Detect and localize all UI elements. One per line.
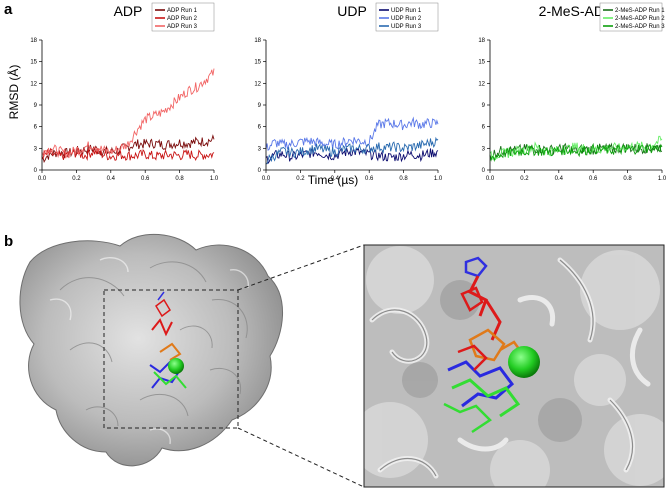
series-line (41, 68, 215, 159)
legend-entry: ADP Run 1 (167, 8, 198, 14)
x-tick-label: 0.4 (555, 176, 564, 182)
y-tick-label: 9 (34, 103, 38, 109)
x-tick-label: 0.8 (399, 176, 408, 182)
y-tick-label: 12 (30, 81, 37, 87)
y-tick-label: 9 (258, 103, 262, 109)
series-line (265, 136, 439, 165)
legend-entry: ADP Run 3 (167, 24, 198, 30)
series-line (41, 134, 215, 163)
y-tick-label: 6 (258, 125, 262, 131)
y-tick-label: 18 (30, 38, 37, 44)
x-tick-label: 1.0 (658, 176, 667, 182)
zoom-connector-top (237, 244, 365, 291)
panel-b-label: b (4, 233, 13, 250)
ion-sphere (508, 346, 540, 378)
legend-entry: 2-MeS-ADP Run 1 (615, 8, 665, 14)
y-tick-label: 3 (258, 146, 262, 152)
chart-title: 2-MeS-ADP (539, 3, 614, 19)
x-tick-label: 0.2 (72, 176, 81, 182)
legend-box (375, 2, 439, 32)
x-tick-label: 0.0 (38, 176, 47, 182)
series-line (265, 116, 439, 152)
series-line (489, 142, 663, 163)
legend-entry: 2-MeS-ADP Run 2 (615, 16, 665, 22)
protein-surface-overview (19, 233, 283, 467)
legend-entry: UDP Run 2 (391, 16, 422, 22)
x-tick-label: 0.2 (296, 176, 305, 182)
series-line (489, 135, 663, 161)
zoom-connector-bottom (237, 427, 365, 488)
y-tick-label: 0 (482, 168, 486, 174)
legend-entry: ADP Run 2 (167, 16, 198, 22)
panel-a-label: a (4, 1, 13, 18)
x-tick-label: 0.6 (365, 176, 374, 182)
y-tick-label: 0 (258, 168, 262, 174)
legend-entry: UDP Run 3 (391, 24, 422, 30)
series-line (265, 146, 439, 165)
x-tick-label: 0.4 (331, 176, 340, 182)
y-axis-label: RMSD (Å) (6, 65, 21, 120)
y-tick-label: 12 (254, 81, 261, 87)
ligand-zoom (443, 256, 540, 434)
y-tick-label: 18 (254, 38, 261, 44)
y-tick-label: 6 (482, 125, 486, 131)
x-tick-label: 0.8 (623, 176, 632, 182)
y-tick-label: 0 (34, 168, 38, 174)
x-tick-label: 0.0 (486, 176, 495, 182)
y-tick-label: 15 (30, 60, 37, 66)
legend-entry: UDP Run 1 (391, 8, 422, 14)
x-tick-label: 0.2 (520, 176, 529, 182)
chart-adp: ADP 0.0 0.2 0.4 0.6 0.8 1.0 0 3 6 9 12 15 18 ADP Run 1… (30, 2, 219, 182)
chart-title: UDP (337, 3, 367, 19)
x-tick-label: 0.0 (262, 176, 271, 182)
x-tick-label: 0.4 (107, 176, 116, 182)
chart-2mes-adp: 2-MeS-ADP 0.0 0.2 0.4 0.6 0.8 1.0 0 3 6 9 12 15 18 2-M… (478, 2, 667, 182)
y-tick-label: 9 (482, 103, 486, 109)
y-tick-label: 12 (478, 81, 485, 87)
y-tick-label: 6 (34, 125, 38, 131)
zoomed-binding-site (363, 244, 665, 488)
chart-udp: UDP 0.0 0.2 0.4 0.6 0.8 1.0 0 3 6 9 12 15 18 UDP Run 1… (254, 2, 443, 182)
y-tick-label: 18 (478, 38, 485, 44)
x-axis-label: Time (µs) (308, 173, 358, 187)
chart-title: ADP (114, 3, 143, 19)
y-tick-label: 15 (478, 60, 485, 66)
zoom-region-box (103, 289, 239, 429)
y-tick-label: 3 (34, 146, 38, 152)
ligand-overview (149, 291, 187, 389)
x-tick-label: 0.8 (175, 176, 184, 182)
y-tick-label: 15 (254, 60, 261, 66)
x-tick-label: 0.6 (589, 176, 598, 182)
legend-entry: 2-MeS-ADP Run 3 (615, 24, 665, 30)
x-tick-label: 1.0 (210, 176, 219, 182)
x-tick-label: 1.0 (434, 176, 443, 182)
x-tick-label: 0.6 (141, 176, 150, 182)
y-tick-label: 3 (482, 146, 486, 152)
